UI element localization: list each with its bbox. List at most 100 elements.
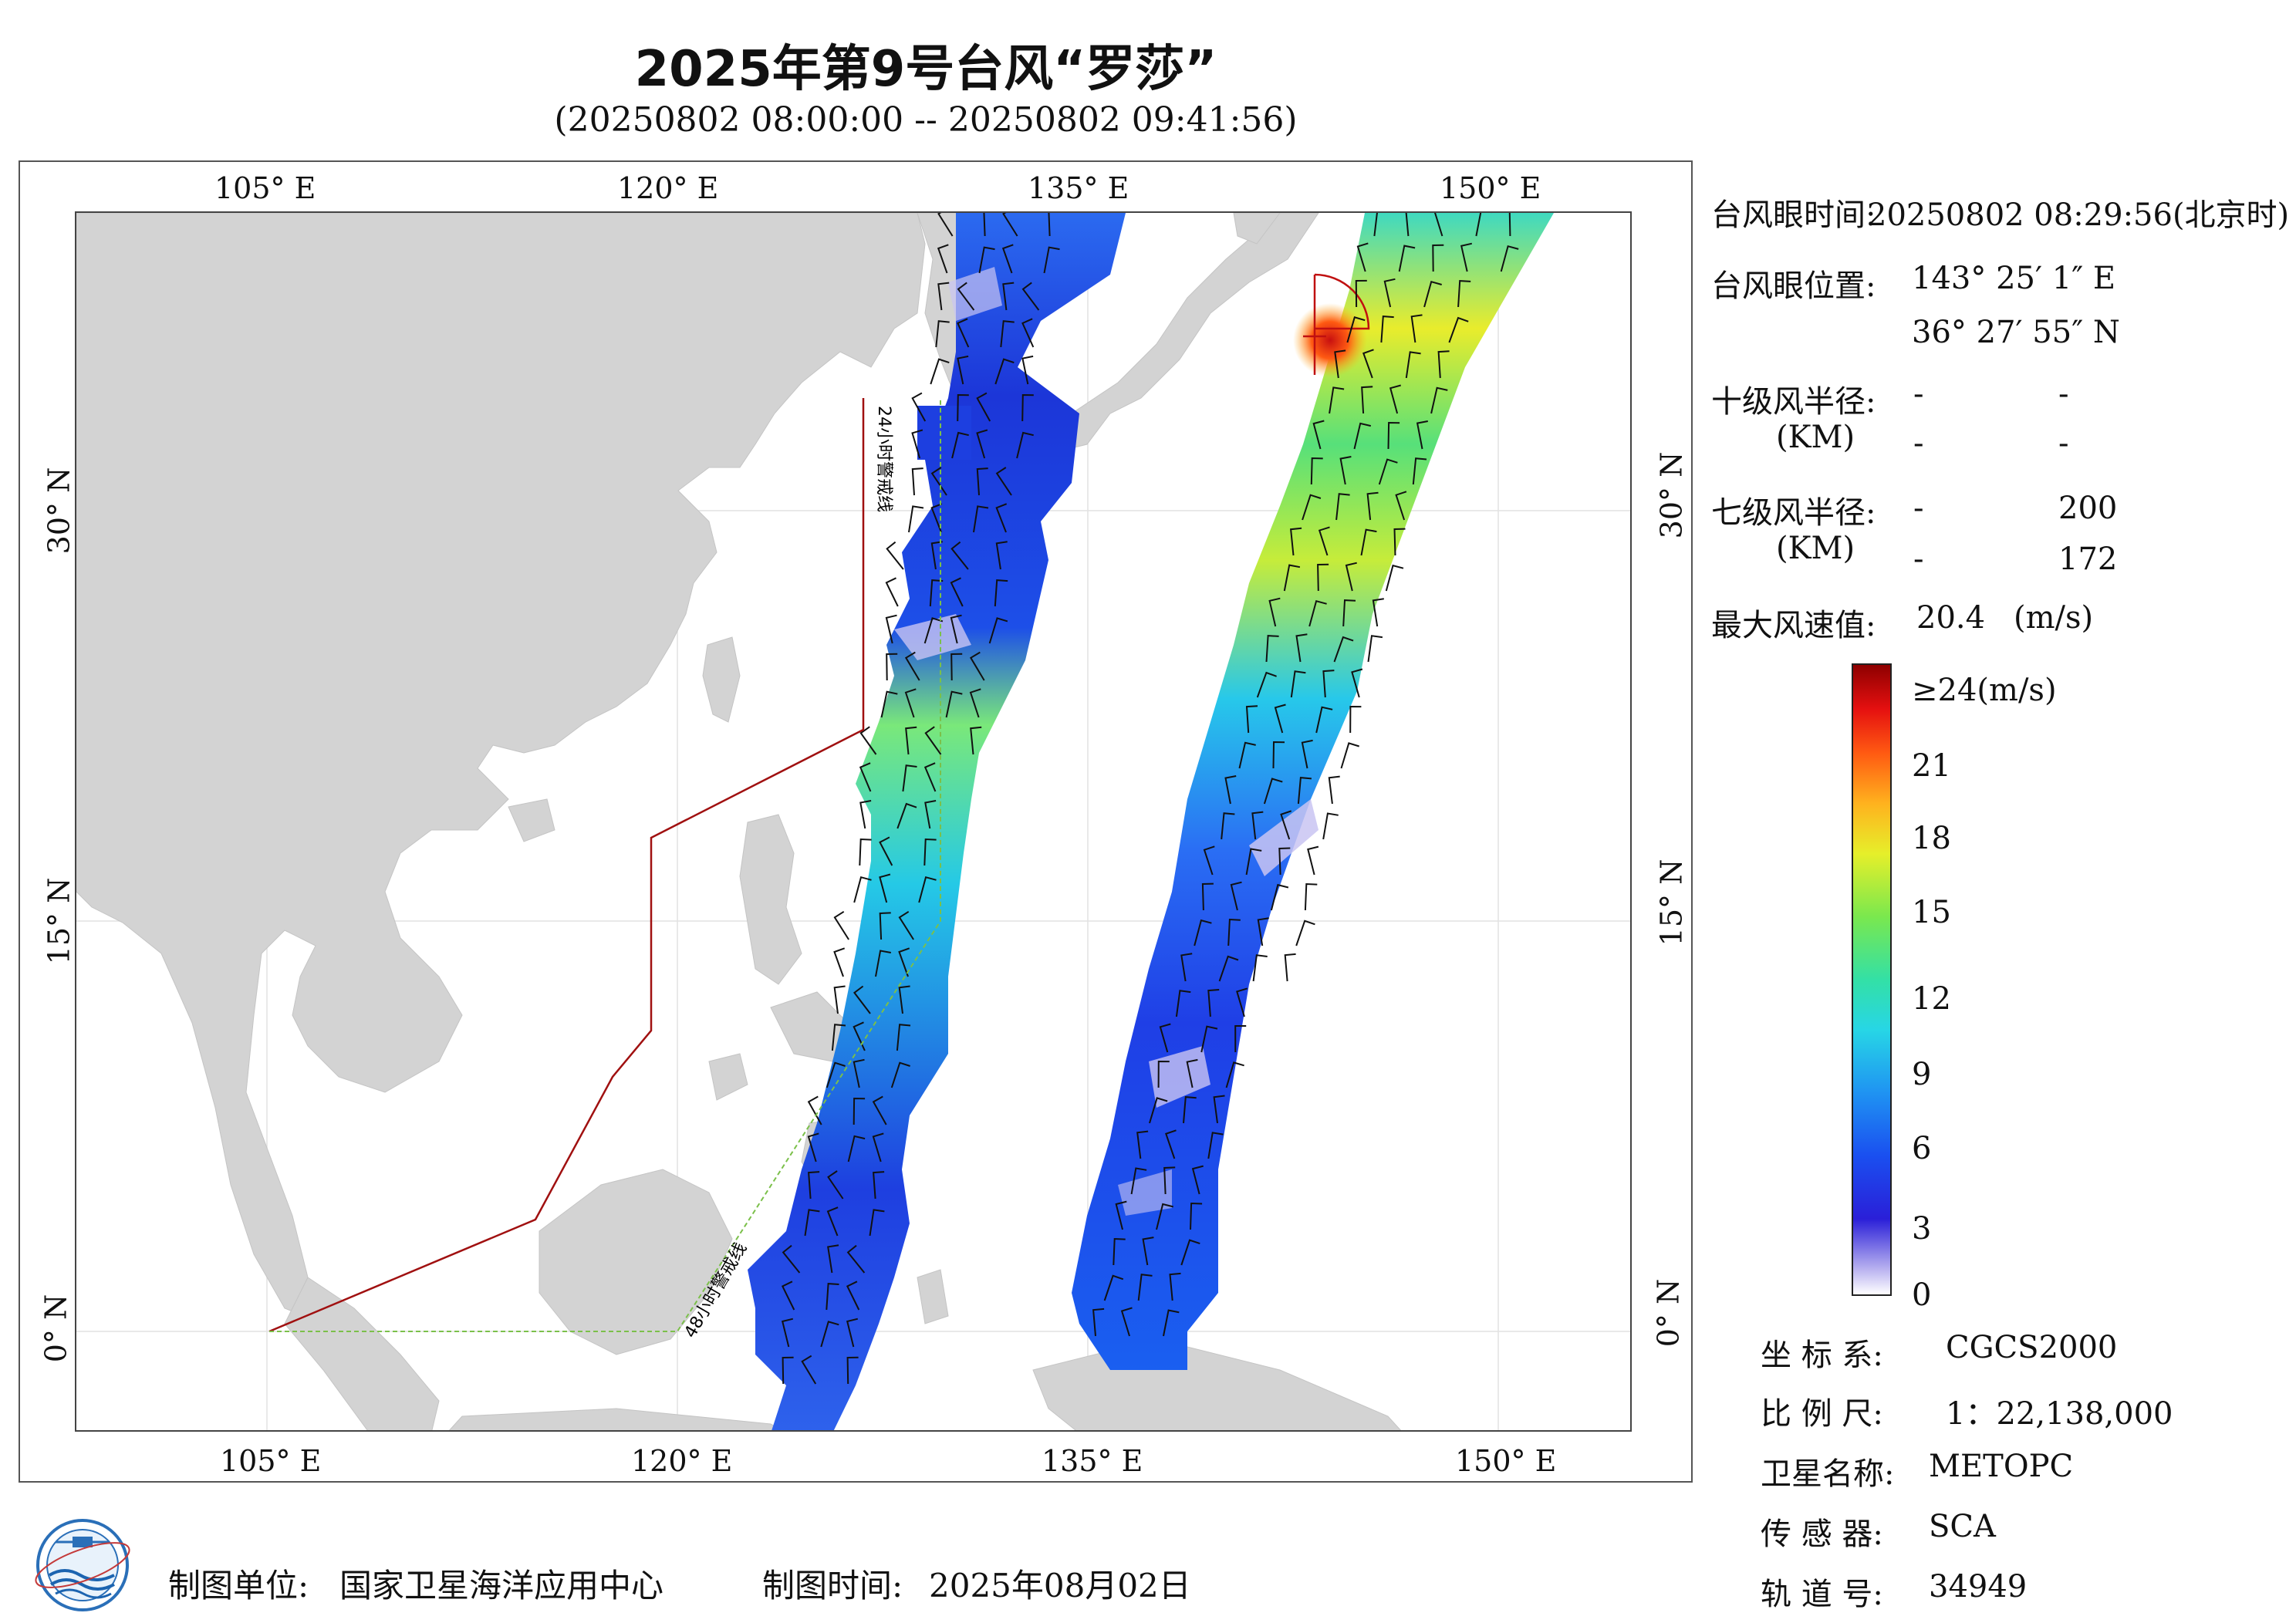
wind-speed-colorbar xyxy=(1852,663,1892,1296)
wind-barb xyxy=(929,579,944,607)
wind-barb xyxy=(1318,526,1330,556)
wind-barb xyxy=(1092,1308,1105,1337)
wind-barb xyxy=(911,429,923,459)
wind-barb xyxy=(827,1244,839,1274)
wind-barb xyxy=(1236,987,1248,1017)
wind-barb xyxy=(918,876,937,903)
top-tick-150e: 150° E xyxy=(1440,171,1541,205)
satellite-value: METOPC xyxy=(1929,1449,2074,1484)
wind-barb xyxy=(1355,279,1367,308)
wind-barb xyxy=(853,1021,866,1051)
wind-barb xyxy=(1130,1167,1147,1195)
wind-barb xyxy=(872,1095,887,1125)
wind-barb xyxy=(885,614,897,644)
wind-barb xyxy=(879,836,893,866)
typhoon-eye-max-wind xyxy=(1293,303,1367,377)
wind-barb xyxy=(853,876,872,903)
r10-value-4: - xyxy=(2058,426,2069,461)
wind-barb xyxy=(995,541,1008,570)
wind-barb xyxy=(1224,775,1237,805)
wind-barb xyxy=(1349,705,1362,734)
wind-barb xyxy=(1361,386,1373,414)
wind-barb xyxy=(1405,351,1421,379)
wind-barb xyxy=(1257,917,1269,946)
wind-barb xyxy=(1043,246,1060,274)
wind-barb xyxy=(1256,671,1277,698)
wind-barb xyxy=(833,947,846,977)
scale-label: 比 例 尺: xyxy=(1761,1396,1883,1432)
wind-barb xyxy=(1000,320,1015,348)
wind-barb xyxy=(1142,1237,1154,1266)
wind-barb xyxy=(1149,1097,1168,1124)
wind-barb xyxy=(1335,493,1350,521)
colorbar-label-15: 15 xyxy=(1912,895,1951,930)
wind-barb xyxy=(1201,882,1214,911)
wind-barb xyxy=(1200,1025,1218,1053)
wind-barb xyxy=(1475,213,1492,237)
wind-barb xyxy=(976,392,991,422)
wind-barb xyxy=(1021,355,1034,385)
wind-barb xyxy=(1378,458,1398,485)
wind-barb xyxy=(1225,1061,1244,1088)
bottom-tick-120e: 120° E xyxy=(631,1444,733,1478)
wind-barb xyxy=(1346,316,1366,343)
wind-barb xyxy=(846,1281,860,1311)
wind-barb xyxy=(1301,739,1313,769)
right-tick-30n: 30° N xyxy=(1654,451,1689,539)
wind-barb xyxy=(1159,1023,1171,1053)
wind-barb xyxy=(1366,491,1379,521)
wind-barb xyxy=(930,503,943,533)
wind-barb xyxy=(846,1356,859,1385)
nsoas-logo xyxy=(35,1519,130,1611)
wind-barb xyxy=(1387,421,1400,450)
eye-time-value: 20250802 08:29:56(北京时) xyxy=(1867,197,2290,233)
wind-barb xyxy=(911,467,923,496)
wind-barb xyxy=(1207,1132,1224,1159)
wind-barb xyxy=(904,651,920,681)
wind-barb xyxy=(1373,213,1378,237)
wind-barb xyxy=(827,1170,844,1200)
wind-barbs xyxy=(781,213,1519,1385)
wind-barb xyxy=(1372,598,1384,627)
wind-barb xyxy=(1367,635,1383,663)
max-wind-unit: (m/s) xyxy=(2014,600,2094,636)
wind-barb xyxy=(1190,1202,1203,1230)
wind-barb xyxy=(978,246,995,274)
wind-barb xyxy=(846,1318,859,1348)
wind-barb xyxy=(1351,668,1363,698)
wind-barb xyxy=(1315,706,1333,734)
wind-barb xyxy=(853,1058,865,1088)
wind-barb xyxy=(1137,1274,1153,1301)
wind-barb xyxy=(1353,422,1372,450)
wind-barb xyxy=(781,1281,795,1311)
wind-barb xyxy=(1103,1274,1124,1301)
wind-barb xyxy=(801,1355,817,1385)
low-wind-patch xyxy=(1249,799,1319,876)
wind-barb xyxy=(970,726,982,755)
wind-barb xyxy=(1175,990,1191,1017)
r7-value-4: 172 xyxy=(2058,542,2118,577)
wind-barb xyxy=(1410,314,1423,343)
wind-barb xyxy=(1115,1200,1127,1230)
max-wind-label: 最大风速值: xyxy=(1711,608,1876,643)
eye-latitude: 36° 27′ 55″ N xyxy=(1912,315,2120,350)
wind-barb xyxy=(1016,431,1034,459)
wind-barb xyxy=(1295,919,1315,946)
wind-barb xyxy=(890,1061,910,1088)
wind-barb xyxy=(1048,213,1051,237)
r7-unit: (KM) xyxy=(1776,531,1855,566)
top-tick-135e: 135° E xyxy=(1028,171,1129,205)
wind-barb xyxy=(1356,242,1369,272)
wind-barb xyxy=(937,282,950,311)
wind-barb xyxy=(994,358,1015,385)
colorbar-label-0: 0 xyxy=(1912,1277,1932,1313)
wind-barb xyxy=(1304,882,1318,911)
wind-barb xyxy=(1295,633,1308,663)
warning-line-24h-label: 24小时警戒线 xyxy=(874,406,893,512)
wind-barb xyxy=(950,653,963,681)
wind-barb xyxy=(831,1024,846,1051)
wind-barb xyxy=(1268,597,1281,627)
wind-barb xyxy=(879,873,891,903)
wind-barb xyxy=(937,213,954,237)
